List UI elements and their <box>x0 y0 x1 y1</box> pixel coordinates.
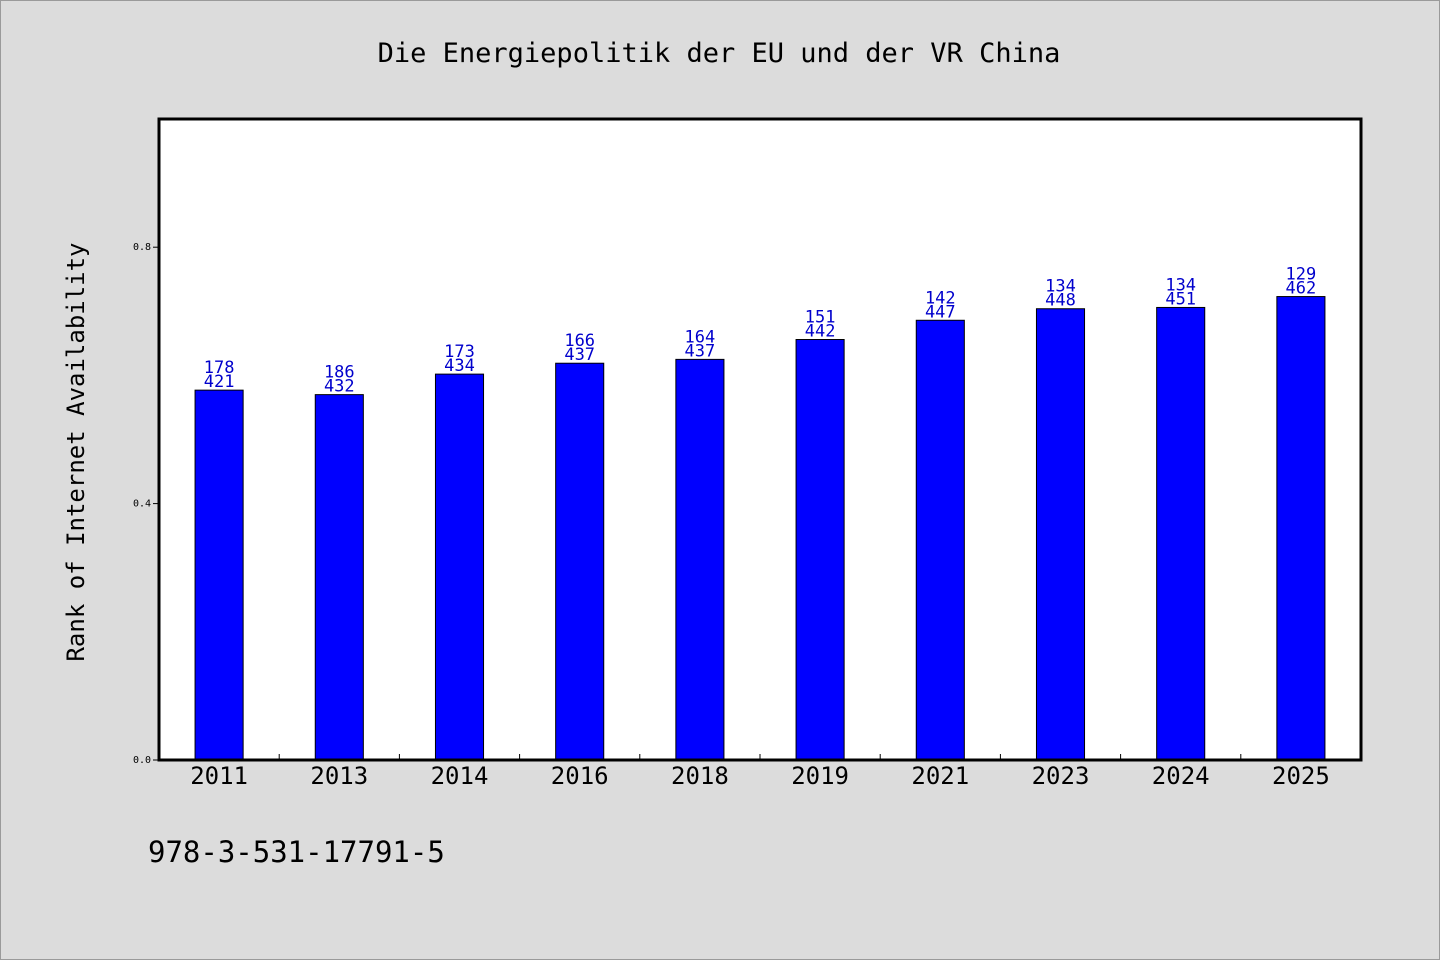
chart-title: Die Energiepolitik der EU und der VR Chi… <box>378 38 1061 69</box>
footer-text: 978-3-531-17791-5 <box>148 835 445 869</box>
bar-data-label: 129 <box>1286 265 1317 285</box>
bar-data-label: 173 <box>444 342 475 362</box>
x-tick-label: 2016 <box>551 762 609 790</box>
y-tick-label: 0.4 <box>133 499 151 510</box>
bar-data-label: 186 <box>324 363 355 383</box>
bar <box>314 394 364 761</box>
bars <box>194 296 1326 761</box>
y-axis: 0.0 0.4 0.8 <box>133 242 159 766</box>
bar-data-label: 166 <box>564 331 595 351</box>
bar-data-label: 437 <box>685 341 716 361</box>
bar-data-label: 437 <box>564 345 595 365</box>
x-axis: 2011 2013 2014 2016 2018 2019 2021 2023 2024 2025 <box>190 754 1330 790</box>
bar <box>1035 308 1086 761</box>
y-axis-label: Rank of Internet Availability <box>62 242 90 661</box>
y-tick-label: 0.8 <box>133 242 151 253</box>
bar-data-label: 134 <box>1165 275 1196 295</box>
x-tick-label: 2019 <box>791 762 849 790</box>
bar-data-label: 142 <box>925 288 956 308</box>
x-tick-label: 2018 <box>671 762 729 790</box>
x-tick-label: 2013 <box>310 762 368 790</box>
x-tick-label: 2025 <box>1272 762 1330 790</box>
bar-data-label: 448 <box>1045 291 1076 311</box>
bar <box>1156 306 1206 761</box>
bar-data-label: 164 <box>685 327 716 347</box>
bar <box>675 358 725 761</box>
bar <box>194 389 244 761</box>
bar-data-label: 462 <box>1286 279 1317 299</box>
bar <box>915 319 965 761</box>
bar-data-label: 451 <box>1165 289 1196 309</box>
x-tick-label: 2021 <box>911 762 969 790</box>
x-tick-label: 2023 <box>1032 762 1090 790</box>
bar-data-label: 421 <box>204 372 235 392</box>
bar-data-label: 151 <box>805 308 836 328</box>
bar-data-label: 447 <box>925 302 956 322</box>
bar <box>555 362 605 761</box>
y-tick-label: 0.0 <box>133 755 151 766</box>
x-tick-label: 2011 <box>190 762 248 790</box>
bar <box>1276 296 1326 761</box>
bar-data-label: 134 <box>1045 277 1076 297</box>
bar-data-label: 442 <box>805 322 836 342</box>
x-tick-label: 2014 <box>431 762 489 790</box>
x-tick-label: 2024 <box>1152 762 1210 790</box>
bar <box>434 373 485 761</box>
bar <box>795 339 845 761</box>
plot-border <box>157 117 1363 762</box>
bar-data-label: 178 <box>204 358 235 378</box>
bar-data-label: 432 <box>324 377 355 397</box>
bar-data-label: 434 <box>444 356 475 376</box>
